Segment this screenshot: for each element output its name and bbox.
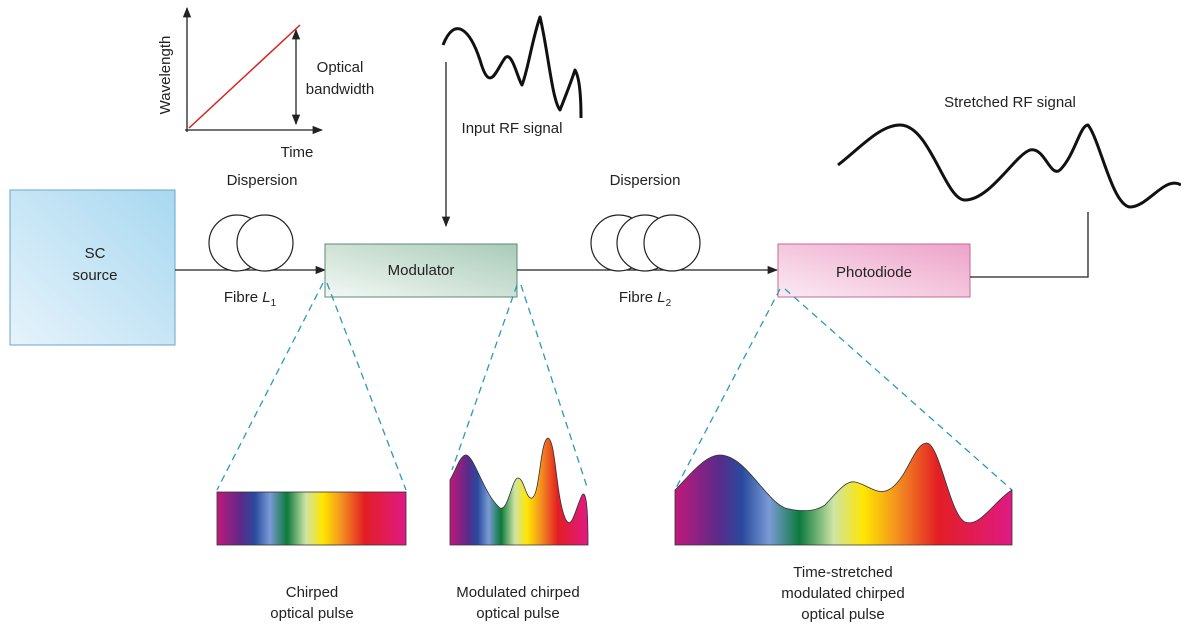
input-wave xyxy=(443,17,581,118)
caption: modulated chirped xyxy=(781,585,904,602)
fibre-label: Fibre L2 xyxy=(619,289,672,309)
output-label: Stretched RF signal xyxy=(944,94,1076,111)
stretched-pulse xyxy=(675,443,1012,545)
caption: Modulated chirped xyxy=(456,584,579,601)
fibre-var: L xyxy=(657,289,665,306)
caption: Chirped xyxy=(286,584,339,601)
modulated-pulse xyxy=(450,438,588,545)
zoom-line xyxy=(217,283,323,490)
source-label: SC xyxy=(85,245,106,262)
x-label: Time xyxy=(281,144,314,161)
photodiode-label: Photodiode xyxy=(836,264,912,281)
dispersion-label: Dispersion xyxy=(610,172,681,189)
output-wave xyxy=(838,125,1181,207)
bandwidth-label: bandwidth xyxy=(306,81,374,98)
dispersion-label: Dispersion xyxy=(227,172,298,189)
caption: optical pulse xyxy=(270,605,353,622)
page: {"inset": {"y_label": "Wavelength", "x_l… xyxy=(0,0,1181,631)
inset: Wavelength Time Optical bandwidth xyxy=(157,8,374,161)
fibre-var: L xyxy=(262,289,270,306)
fibre-sub: 2 xyxy=(666,298,672,309)
fibre-label: Fibre L1 xyxy=(224,289,277,309)
chirped-pulse xyxy=(217,492,406,545)
zoom-line xyxy=(785,289,1012,490)
zoom-line xyxy=(452,285,517,470)
bandwidth-label: Optical xyxy=(317,59,364,76)
fibre-text: Fibre xyxy=(619,289,653,306)
fibre-loop xyxy=(644,215,700,271)
fibre-text: Fibre xyxy=(224,289,258,306)
caption: optical pulse xyxy=(801,606,884,623)
caption: optical pulse xyxy=(476,605,559,622)
modulator-label: Modulator xyxy=(388,262,455,279)
diagram: Wavelength Time Optical bandwidth Input … xyxy=(0,0,1181,631)
fibre-sub: 1 xyxy=(271,298,277,309)
source-label: source xyxy=(72,267,117,284)
caption: Time-stretched xyxy=(793,564,892,581)
chirp-line xyxy=(189,25,300,128)
zoom-line xyxy=(327,283,406,490)
y-label: Wavelength xyxy=(157,36,174,115)
fibre-loop xyxy=(237,215,293,271)
wire xyxy=(970,212,1088,277)
input-label: Input RF signal xyxy=(462,120,563,137)
